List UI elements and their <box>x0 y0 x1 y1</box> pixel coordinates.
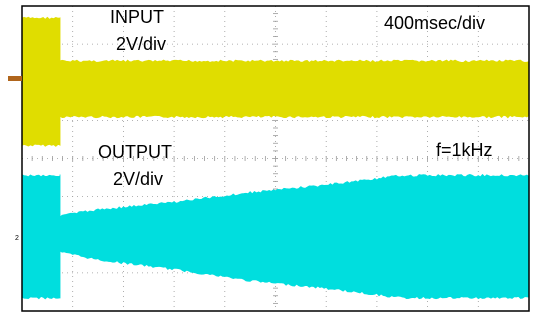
output-label: OUTPUT <box>98 142 172 162</box>
plot-frame <box>21 5 530 312</box>
output-scale: 2V/div <box>113 169 163 189</box>
frequency-label: f=1kHz <box>436 140 493 160</box>
timebase-label: 400msec/div <box>384 13 485 33</box>
traces <box>21 16 530 300</box>
output-channel-marker: 2 <box>15 235 19 242</box>
input-label: INPUT <box>110 7 164 27</box>
graticule-grid <box>21 5 530 312</box>
input-trace-marker <box>8 76 22 81</box>
input-scale: 2V/div <box>116 34 166 54</box>
output-trace <box>21 173 530 300</box>
